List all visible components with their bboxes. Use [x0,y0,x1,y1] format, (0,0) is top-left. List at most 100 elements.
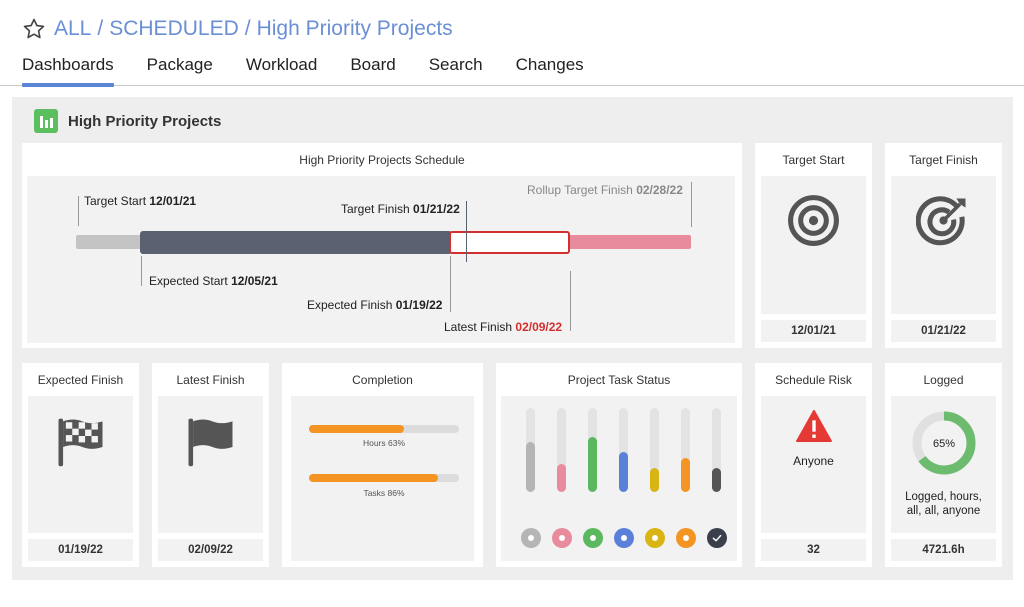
card-title: Target Finish [909,153,978,167]
card-value: 32 [761,539,866,561]
target-start-marker [78,196,79,226]
task-status-dot[interactable] [520,528,541,548]
card-body: Hours 63% Tasks 86% [291,396,474,561]
latest-finish-label: Latest Finish 02/09/22 [444,320,563,334]
card-title: Target Start [782,153,845,167]
completion-card[interactable]: Completion Hours 63% Tasks 86% [282,363,483,567]
task-status-dot[interactable] [644,528,665,548]
logged-percent: 65% [933,438,955,450]
card-title: Logged [923,373,964,387]
star-icon[interactable] [22,17,46,41]
breadcrumb-all[interactable]: ALL [54,17,92,40]
expected-finish-label: Expected Finish 01/19/22 [307,298,443,312]
card-title: Schedule Risk [775,373,852,387]
expected-finish-marker [450,256,451,312]
task-status-fill [557,464,566,492]
task-status-fill [650,468,659,492]
card-value: 02/09/22 [158,539,263,561]
target-finish-marker [466,201,467,262]
task-status-card[interactable]: Project Task Status [496,363,742,567]
hours-progress-fill [309,425,404,433]
breadcrumb-separator: / [244,17,251,40]
card-title: Expected Finish [37,373,124,387]
logged-donut: 65% [912,411,976,475]
task-status-column [650,408,659,492]
expected-finish-card[interactable]: Expected Finish 01/19/22 [22,363,139,567]
logged-caption: Logged, hours, all, all, anyone [905,491,982,517]
dashboard-panel: High Priority Projects High Priority Pro… [12,97,1013,580]
schedule-timeline: Target Start 12/01/21 Target Finish 01/2… [27,176,735,343]
card-body [28,396,133,533]
target-range-bar [76,235,140,249]
schedule-risk-card[interactable]: Schedule Risk Anyone 32 [755,363,872,567]
expected-start-marker [141,256,142,286]
schedule-title: High Priority Projects Schedule [299,153,465,167]
card-title: Project Task Status [567,373,671,387]
task-status-column [557,408,566,492]
tasks-progress-label: Tasks 86% [363,488,405,498]
task-status-dot[interactable] [613,528,634,548]
task-status-fill [681,458,690,492]
card-value: 01/21/22 [891,320,996,342]
target-start-card[interactable]: Target Start 12/01/21 [755,143,872,348]
task-status-dot[interactable] [582,528,603,548]
card-body [158,396,263,533]
tasks-progress-fill [309,474,438,482]
card-body [501,396,737,561]
task-status-check-icon[interactable] [706,528,727,548]
target-arrow-icon [916,196,966,246]
card-title: Completion [352,373,413,387]
task-status-column [526,408,535,492]
tab-package[interactable]: Package [146,55,213,74]
task-status-dot[interactable] [675,528,696,548]
latest-finish-marker [570,271,571,331]
card-value: 01/19/22 [28,539,133,561]
tab-changes[interactable]: Changes [515,55,584,74]
target-icon [788,195,839,246]
task-status-dot[interactable] [551,528,572,548]
warning-icon [796,409,832,443]
task-status-fill [619,451,628,492]
tab-workload[interactable]: Workload [245,55,318,74]
task-status-column [588,408,597,492]
breadcrumb: ALL / SCHEDULED / High Priority Projects [22,14,453,44]
tab-search[interactable]: Search [428,55,483,74]
dashboard-title: High Priority Projects [68,112,222,130]
card-value: 12/01/21 [761,320,866,342]
schedule-risk-text: Anyone [793,454,834,468]
hours-progress-track [309,425,459,433]
task-status-column [619,408,628,492]
logged-card[interactable]: Logged 65% Logged, hours, all, all, anyo… [885,363,1002,567]
card-body: Anyone [761,396,866,533]
expected-range-bar [140,231,452,254]
latest-finish-card[interactable]: Latest Finish 02/09/22 [152,363,269,567]
task-status-fill [588,437,597,492]
breadcrumb-scheduled[interactable]: SCHEDULED [109,17,239,40]
task-status-column [712,408,721,492]
hours-progress-label: Hours 63% [362,438,406,448]
flag-icon [188,418,233,467]
tasks-progress-track [309,474,459,482]
target-start-label: Target Start 12/01/21 [84,194,197,208]
task-status-fill [526,441,535,492]
task-status-fill [712,468,721,492]
card-body [891,176,996,314]
task-status-column [681,408,690,492]
rollup-finish-marker [691,182,692,227]
target-finish-card[interactable]: Target Finish 01/21/22 [885,143,1002,348]
card-title: Latest Finish [176,373,245,387]
rollup-range-bar [567,235,691,249]
tab-board[interactable]: Board [350,55,396,74]
schedule-card[interactable]: High Priority Projects Schedule Target S… [22,143,742,348]
card-value: 4721.6h [891,539,996,561]
tab-dashboards[interactable]: Dashboards [22,52,114,87]
checkered-flag-icon [58,418,103,467]
target-finish-label: Target Finish 01/21/22 [341,202,460,216]
card-body [761,176,866,314]
latest-finish-box [449,231,570,254]
rollup-target-finish-label: Rollup Target Finish 02/28/22 [527,183,683,197]
breadcrumb-separator: / [97,17,104,40]
dashboard-header: High Priority Projects [34,109,221,133]
bar-chart-icon [34,109,58,133]
breadcrumb-current[interactable]: High Priority Projects [256,17,453,40]
